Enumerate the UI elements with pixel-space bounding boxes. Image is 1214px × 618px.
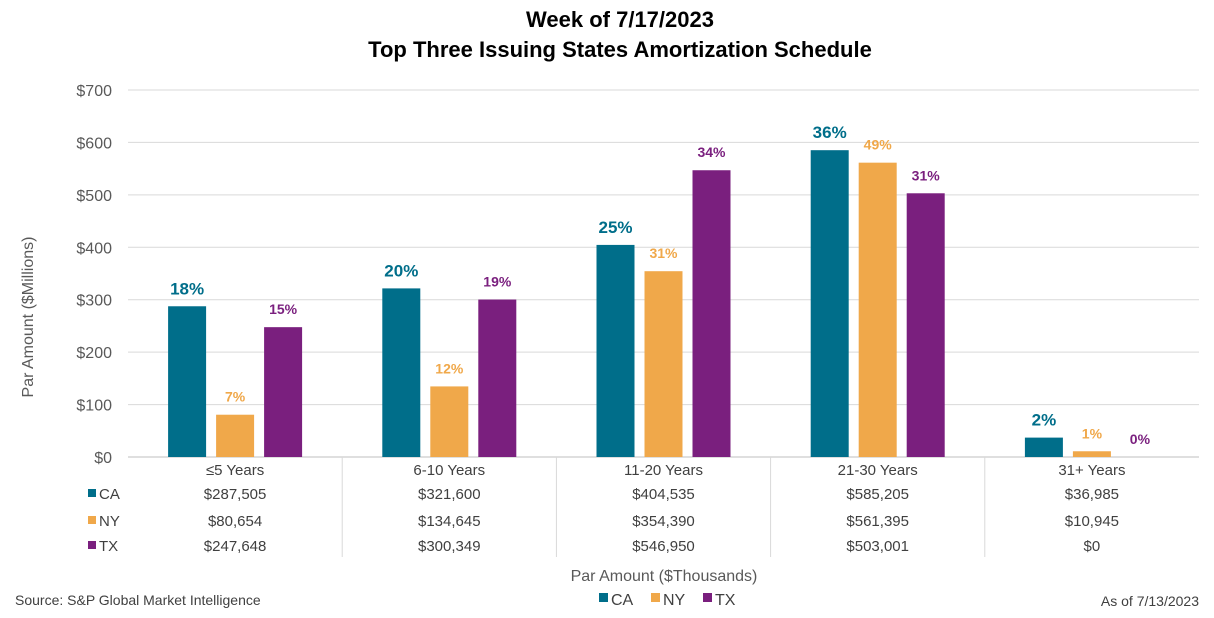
table-row-label: TX <box>99 538 118 555</box>
y-tick-label: $700 <box>76 83 112 100</box>
bar-ny <box>1072 451 1111 457</box>
bar-ny <box>430 386 469 457</box>
bar-ny <box>644 271 683 457</box>
y-axis-ticks: $0 $100 $200 $300 $400 $500 $600 $700 <box>76 83 112 467</box>
as-of-date: As of 7/13/2023 <box>1101 593 1199 609</box>
data-label-tx: 19% <box>483 274 512 290</box>
data-label-ca: 20% <box>384 261 418 280</box>
bar-tx <box>264 327 303 457</box>
bar-ca <box>1024 437 1063 457</box>
data-label-ny: 31% <box>649 245 678 261</box>
bars <box>168 150 1111 458</box>
legend-swatch-ca <box>599 593 608 602</box>
legend-swatch-ny <box>651 593 660 602</box>
data-label-tx: 31% <box>912 167 941 183</box>
x-tick-label: 6-10 Years <box>413 462 485 479</box>
table-cell: $36,985 <box>1065 486 1119 503</box>
bar-ca <box>168 306 207 457</box>
table-cell: $585,205 <box>846 486 909 503</box>
table-key-tx <box>88 541 96 549</box>
data-label-tx: 34% <box>697 144 726 160</box>
x-tick-label: ≤5 Years <box>206 462 264 479</box>
data-label-ca: 36% <box>813 123 847 142</box>
x-tick-label: 21-30 Years <box>838 462 918 479</box>
y-tick-label: $200 <box>76 345 112 362</box>
x-tick-label: 31+ Years <box>1058 462 1125 479</box>
table-cell: $0 <box>1084 538 1101 555</box>
data-label-ny: 12% <box>435 360 464 376</box>
bar-ny <box>216 414 255 457</box>
y-tick-label: $500 <box>76 188 112 205</box>
table-cell: $10,945 <box>1065 513 1119 530</box>
data-table: ≤5 Years 6-10 Years 11-20 Years 21-30 Years… <box>88 457 1125 557</box>
y-tick-label: $300 <box>76 293 112 310</box>
source-note: Source: S&P Global Market Intelligence <box>15 592 261 608</box>
legend-swatch-tx <box>703 593 712 602</box>
y-tick-label: $100 <box>76 398 112 415</box>
table-cell: $80,654 <box>208 513 262 530</box>
chart-title: Week of 7/17/2023 <box>526 7 714 32</box>
table-key-ny <box>88 516 96 524</box>
data-label-tx: 0% <box>1130 431 1151 447</box>
table-cell: $561,395 <box>846 513 909 530</box>
data-label-ca: 2% <box>1032 411 1057 430</box>
table-cell: $404,535 <box>632 486 695 503</box>
legend-label-ca: CA <box>611 592 634 609</box>
table-row-label: NY <box>99 513 120 530</box>
table-cell: $247,648 <box>204 538 267 555</box>
y-tick-label: $400 <box>76 240 112 257</box>
x-axis-label: Par Amount ($Thousands) <box>571 568 758 585</box>
legend-label-ny: NY <box>663 592 686 609</box>
bar-ca <box>596 244 635 457</box>
y-tick-label: $600 <box>76 135 112 152</box>
table-cell: $321,600 <box>418 486 481 503</box>
y-tick-label: $0 <box>94 450 112 467</box>
table-cell: $503,001 <box>846 538 909 555</box>
table-key-ca <box>88 489 96 497</box>
data-label-ny: 49% <box>864 137 893 153</box>
y-axis-label: Par Amount ($Millions) <box>20 237 37 398</box>
bar-tx <box>906 193 945 458</box>
data-label-ny: 1% <box>1082 425 1103 441</box>
table-cell: $546,950 <box>632 538 695 555</box>
bar-ca <box>382 288 421 457</box>
table-cell: $134,645 <box>418 513 481 530</box>
chart-subtitle: Top Three Issuing States Amortization Sc… <box>368 37 872 62</box>
bar-ny <box>858 162 897 457</box>
x-tick-label: 11-20 Years <box>624 462 703 479</box>
data-labels: 18% 20% 25% 36% 2% 7% 12% 31% 49% 1% 15% 19% 34% 31% 0… <box>170 123 1150 447</box>
data-label-ny: 7% <box>225 389 246 405</box>
data-label-ca: 18% <box>170 279 204 298</box>
legend-label-tx: TX <box>715 592 736 609</box>
legend: CA NY TX <box>599 592 736 609</box>
bar-ca <box>810 150 849 458</box>
bar-tx <box>692 170 731 457</box>
table-cell: $287,505 <box>204 486 267 503</box>
table-cell: $300,349 <box>418 538 481 555</box>
bar-tx <box>478 299 517 457</box>
data-label-ca: 25% <box>598 218 632 237</box>
table-cell: $354,390 <box>632 513 695 530</box>
table-row-label: CA <box>99 486 120 503</box>
data-label-tx: 15% <box>269 301 298 317</box>
